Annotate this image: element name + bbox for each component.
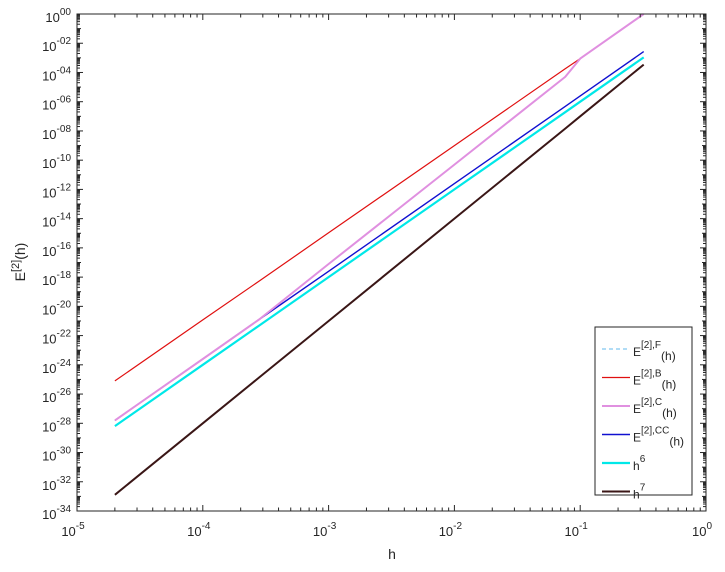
legend-label: h7 [633,483,646,502]
y-tick-label: 10-04 [42,65,71,83]
y-tick-label: 1000 [45,7,71,25]
y-tick-label: 10-16 [42,241,71,259]
axes-frame [76,13,707,512]
legend-label: E[2],C(h) [633,397,677,420]
y-tick-label: 10-30 [42,446,71,464]
y-tick-label: 10-32 [42,475,71,493]
y-tick-label: 10-28 [42,416,71,434]
series-line-2 [114,13,645,422]
y-tick-labels: 1000 10-02 10-04 10-06 10-08 10-10 10-12 10-14 1… [42,7,71,522]
y-tick-label: 10-24 [42,358,71,376]
legend-label: E[2],B(h) [633,369,676,392]
x-tick-label: 10-4 [187,521,211,539]
legend-label: h6 [633,454,646,473]
y-axis-label: E[2](h) [10,243,28,282]
x-tick-labels: 10-5 10-4 10-3 10-2 10-1 100 [61,521,712,539]
y-tick-label: 10-08 [42,124,71,142]
y-tick-label: 10-34 [42,504,71,522]
legend-box [594,326,693,496]
x-tick-label: 10-1 [565,521,589,539]
legend-label: E[2],F(h) [633,340,676,363]
y-axis-label-rest: (h) [12,243,28,260]
y-tick-label: 10-02 [42,36,71,54]
series-line-4 [114,56,645,428]
y-axis-label-sup: [2] [10,260,22,272]
x-tick-label: 10-2 [439,521,463,539]
series-layer [114,13,645,496]
legend-label: E[2],CC(h) [633,426,684,449]
y-tick-label: 10-26 [42,387,71,405]
y-tick-label: 10-18 [42,270,71,288]
x-axis-label: h [388,546,396,562]
y-tick-label: 10-06 [42,95,71,113]
y-tick-label: 10-12 [42,182,71,200]
y-tick-label: 10-10 [42,153,71,171]
svg-text:E[2](h): E[2](h) [10,243,28,282]
y-tick-label: 10-14 [42,212,71,230]
y-axis-label-base: E [12,272,28,281]
y-tick-label: 10-20 [42,299,71,317]
legend: E[2],F(h) E[2],B(h) E[2],C(h) E[2],CC(h) h6 h… [594,326,693,502]
x-tick-label: 10-5 [61,521,85,539]
y-tick-label: 10-22 [42,329,71,347]
x-tick-label: 100 [692,521,712,539]
x-tick-label: 10-3 [313,521,337,539]
legend-items: E[2],F(h) E[2],B(h) E[2],C(h) E[2],CC(h) h6 h… [602,340,684,502]
series-line-5 [114,63,645,496]
